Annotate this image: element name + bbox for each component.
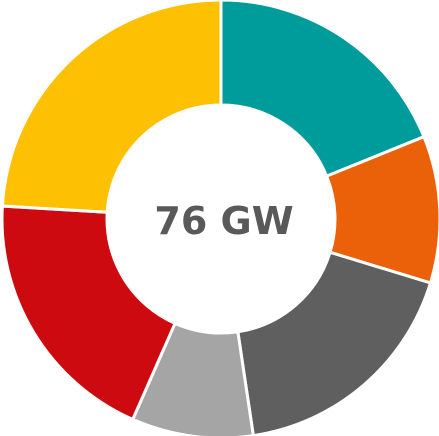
donut-center-label: 76 GW [154, 199, 293, 243]
donut-slice-1 [219, 0, 426, 179]
donut-slice-6 [0, 0, 223, 214]
donut-slice-5 [0, 204, 178, 422]
donut-slice-3 [236, 250, 433, 436]
